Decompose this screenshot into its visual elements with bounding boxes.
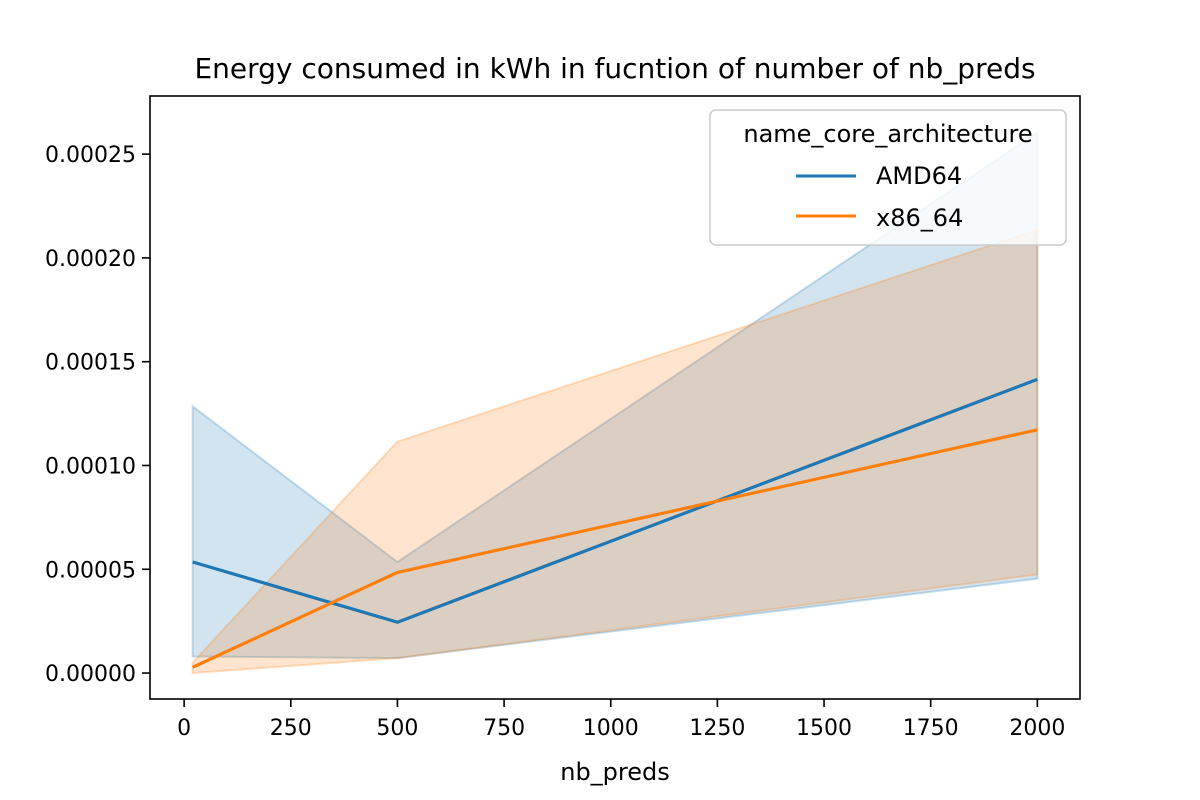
x-tick-label: 2000 <box>1009 716 1065 741</box>
y-tick-label: 0.00025 <box>45 143 136 168</box>
ci-band-1 <box>191 228 1039 675</box>
y-tick-label: 0.00010 <box>45 454 136 479</box>
x-axis-label: nb_preds <box>560 758 670 786</box>
ci-band-0 <box>191 130 1039 660</box>
legend: name_core_architecture AMD64 x86_64 <box>709 109 1067 246</box>
series-lines <box>191 377 1038 669</box>
y-axis: 0.00000 0.00005 0.00010 0.00015 0.00020 0.000… <box>45 143 150 687</box>
x-tick-label: 750 <box>483 716 525 741</box>
plot-frame <box>149 95 1081 700</box>
legend-label-amd64: AMD64 <box>876 162 962 190</box>
x-tick-label: 1000 <box>583 716 639 741</box>
y-tick-label: 0.00015 <box>45 351 136 376</box>
x-tick-label: 1750 <box>903 716 959 741</box>
chart-title: Energy consumed in kWh in fucntion of nu… <box>194 52 1035 85</box>
legend-title: name_core_architecture <box>743 120 1032 148</box>
x-tick-label: 1250 <box>689 716 745 741</box>
y-tick-label: 0.00000 <box>45 662 136 687</box>
x-tick-label: 1500 <box>796 716 852 741</box>
series-line-0 <box>192 377 1038 624</box>
confidence-bands <box>191 130 1039 675</box>
legend-box <box>709 109 1067 246</box>
series-line-1 <box>191 428 1038 669</box>
x-tick-label: 250 <box>270 716 312 741</box>
y-tick-label: 0.00005 <box>45 558 136 583</box>
x-tick-label: 500 <box>376 716 418 741</box>
legend-label-x86-64: x86_64 <box>876 204 963 232</box>
y-tick-label: 0.00020 <box>45 247 136 272</box>
x-tick-label: 0 <box>177 716 191 741</box>
x-axis: 0 250 500 750 1000 1250 1500 1750 2000 <box>177 699 1065 741</box>
